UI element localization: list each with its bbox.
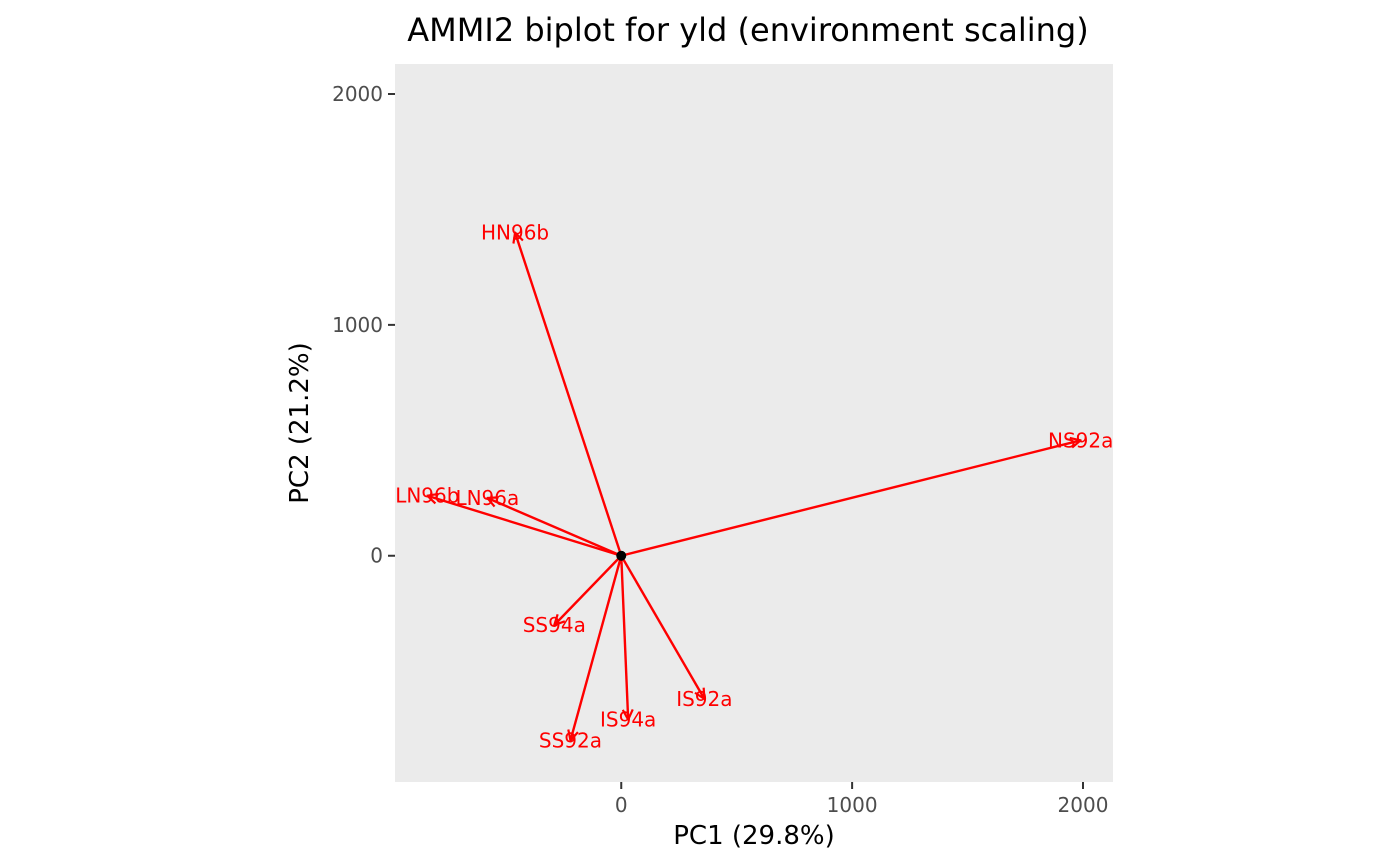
vector-is94a [620, 555, 628, 720]
plot-panel [395, 64, 1113, 782]
label-ln96a: LN96a [455, 486, 519, 510]
label-hn96b: HN96b [481, 221, 549, 245]
x-axis: 0 1000 2000 [615, 782, 1109, 817]
vector-ln96a [487, 498, 622, 557]
origin-point [616, 550, 627, 561]
label-is94a: IS94a [600, 708, 656, 732]
y-tick-label: 2000 [332, 82, 383, 106]
x-tick-label: 1000 [827, 793, 878, 817]
y-axis: 0 1000 2000 [332, 82, 395, 568]
vector-ss94a [554, 554, 623, 625]
vector-ss92a [570, 555, 623, 741]
y-axis-title: PC2 (21.2%) [285, 342, 315, 504]
label-ns92a: NS92a [1048, 428, 1113, 452]
y-tick-label: 0 [370, 544, 383, 568]
chart-title: AMMI2 biplot for yld (environment scalin… [407, 11, 1088, 49]
x-tick-label: 0 [615, 793, 628, 817]
label-ln96b: LN96b [395, 484, 459, 508]
label-ss94a: SS94a [523, 613, 586, 637]
x-tick-label: 2000 [1058, 793, 1109, 817]
label-is92a: IS92a [676, 687, 732, 711]
vector-ns92a [620, 440, 1080, 557]
y-tick-label: 1000 [332, 313, 383, 337]
vector-is92a [620, 555, 704, 699]
environment-vectors [427, 233, 1080, 741]
label-ss92a: SS92a [539, 728, 602, 752]
vector-hn96b [515, 233, 623, 557]
vector-ln96b [427, 496, 622, 557]
x-axis-title: PC1 (29.8%) [673, 821, 835, 851]
